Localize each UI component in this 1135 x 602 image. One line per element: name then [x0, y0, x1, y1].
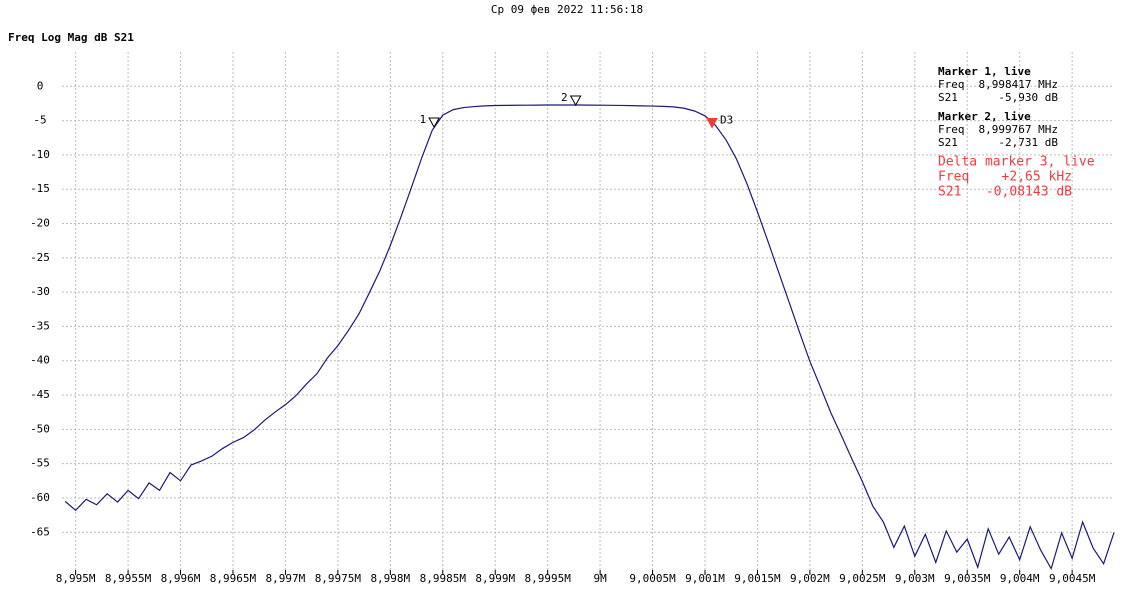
x-tick-label: 9,001M — [685, 572, 725, 585]
x-tick-label: 8,999M — [475, 572, 515, 585]
x-tick-label: 8,998M — [370, 572, 410, 585]
y-tick-label: -45 — [30, 388, 50, 401]
marker — [569, 95, 582, 107]
marker-info-title: Delta marker 3, live — [938, 155, 1095, 170]
y-tick-label: -20 — [30, 217, 50, 230]
y-tick-label: -35 — [30, 319, 50, 332]
x-tick-label: 9,0025M — [839, 572, 886, 585]
x-tick-label: 9,0005M — [629, 572, 676, 585]
marker-label: 1 — [419, 113, 426, 126]
y-tick-label: -5 — [33, 114, 46, 127]
marker-info-value: 8,998417 MHz — [979, 78, 1058, 91]
marker — [428, 117, 440, 129]
x-tick-label: 9,0035M — [944, 572, 991, 585]
marker-info-key: S21 — [938, 136, 958, 149]
marker-info-value: -2,731 dB — [998, 136, 1058, 149]
x-tick-label: 9,004M — [1000, 572, 1040, 585]
trace-label: Freq Log Mag dB S21 — [8, 31, 134, 44]
x-tick-label: 8,995M — [56, 572, 96, 585]
x-tick-label: 8,997M — [266, 572, 306, 585]
y-tick-label: -30 — [30, 285, 50, 298]
y-tick-label: -15 — [30, 182, 50, 195]
y-tick-label: -40 — [30, 354, 50, 367]
marker-info-title: Marker 2, live — [938, 110, 1031, 123]
marker-info-value: 8,999767 MHz — [979, 123, 1058, 136]
marker-label: 2 — [561, 91, 568, 104]
x-tick-label: 8,9995M — [524, 572, 571, 585]
y-tick-label: -10 — [30, 148, 50, 161]
y-tick-label: -55 — [30, 457, 50, 470]
chart-title: Ср 09 фев 2022 11:56:18 — [491, 3, 643, 16]
marker-info-key: S21 — [938, 185, 961, 200]
marker-info-title: Marker 1, live — [938, 65, 1031, 78]
x-tick-label: 9M — [593, 572, 607, 585]
x-tick-label: 9,003M — [895, 572, 935, 585]
y-tick-label: 0 — [37, 79, 44, 92]
y-tick-label: -50 — [30, 422, 50, 435]
x-tick-label: 9,0045M — [1049, 572, 1096, 585]
marker-info-key: Freq — [938, 123, 965, 136]
x-tick-label: 9,0015M — [734, 572, 781, 585]
marker — [706, 118, 718, 129]
y-tick-label: -65 — [30, 525, 50, 538]
marker-info-key: S21 — [938, 91, 958, 104]
marker-info-key: Freq — [938, 170, 969, 185]
marker-info-key: Freq — [938, 78, 965, 91]
marker-label: D3 — [720, 114, 733, 127]
x-tick-label: 8,9955M — [105, 572, 152, 585]
x-tick-label: 8,996M — [161, 572, 201, 585]
x-tick-label: 9,002M — [790, 572, 830, 585]
x-tick-label: 8,9985M — [420, 572, 467, 585]
marker-info-value: -5,930 dB — [998, 91, 1058, 104]
x-tick-label: 8,9975M — [315, 572, 362, 585]
x-tick-label: 8,9965M — [210, 572, 257, 585]
marker-info-value: -0,08143 dB — [986, 185, 1072, 200]
trace-line — [64, 104, 1115, 571]
y-tick-label: -60 — [30, 491, 50, 504]
y-tick-label: -25 — [30, 251, 50, 264]
marker-info-value: +2,65 kHz — [1002, 170, 1072, 185]
